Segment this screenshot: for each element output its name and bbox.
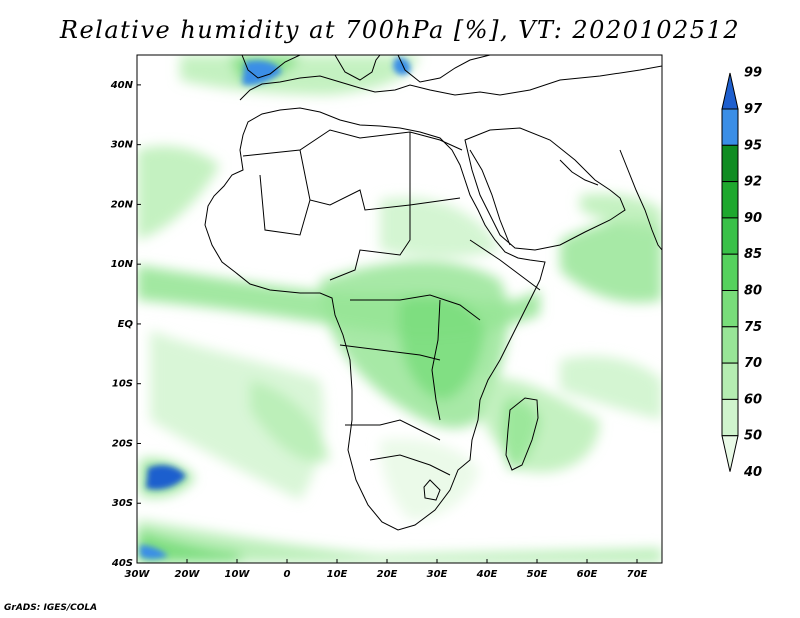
- lon-label: 70E: [627, 569, 648, 580]
- colorbar-swatch: [721, 253, 739, 291]
- lat-label: 10S: [112, 379, 133, 390]
- colorbar-label: 75: [744, 320, 762, 335]
- humidity-field: [137, 55, 662, 563]
- lat-label: 10N: [111, 259, 134, 270]
- colorbar-swatch: [721, 108, 739, 146]
- colorbar-label: 60: [744, 392, 762, 407]
- colorbar-label: 70: [744, 356, 762, 371]
- colorbar-label: 85: [744, 247, 762, 262]
- lon-label: 30E: [427, 569, 448, 580]
- lon-label: 40E: [476, 569, 498, 580]
- colorbar-label: 80: [744, 284, 762, 299]
- colorbar-swatch: [721, 290, 739, 328]
- colorbar-label: 95: [744, 138, 762, 153]
- colorbar-label: 92: [744, 175, 762, 190]
- plot-frame: [136, 54, 663, 564]
- colorbar-swatch: [721, 326, 739, 364]
- latitude-labels: 40N 30N 20N 10N EQ 10S 20S 30S 40S: [110, 80, 141, 569]
- lon-label: 0: [284, 569, 291, 580]
- lat-label: 40N: [110, 80, 134, 91]
- lon-label: 20W: [175, 569, 201, 580]
- colorbar-swatch: [721, 181, 739, 219]
- map-title: Relative humidity at 700hPa [%], VT: 202…: [59, 16, 741, 44]
- colorbar-bottom-arrow: [721, 435, 739, 472]
- colorbar-swatch: [721, 144, 739, 183]
- lon-label: 10W: [225, 569, 251, 580]
- lat-label: 30S: [112, 498, 133, 509]
- lon-label: 50E: [527, 569, 548, 580]
- lon-label: 60E: [577, 569, 598, 580]
- lat-label: 20N: [111, 199, 134, 210]
- colorbar: 99 97 95 92 90 85 80 75 70 60 50 40: [721, 66, 763, 480]
- lat-label: 20S: [112, 438, 133, 449]
- colorbar-swatch: [721, 217, 739, 255]
- lat-label: 40S: [111, 558, 133, 569]
- colorbar-label: 50: [744, 429, 762, 444]
- colorbar-label: 97: [744, 102, 763, 117]
- credit-text: GrADS: IGES/COLA: [4, 603, 98, 613]
- colorbar-label: 90: [744, 211, 762, 226]
- lon-label: 30W: [125, 569, 151, 580]
- longitude-labels: 30W 20W 10W 0 10E 20E 30E 40E 50E 60E 70E: [125, 559, 648, 580]
- colorbar-swatch: [721, 362, 739, 400]
- colorbar-swatch: [721, 398, 739, 437]
- colorbar-label: 99: [744, 66, 762, 81]
- colorbar-top-arrow: [721, 72, 739, 110]
- lon-label: 20E: [377, 569, 398, 580]
- coastlines: [204, 55, 662, 531]
- lon-label: 10E: [327, 569, 348, 580]
- lat-label: EQ: [118, 319, 134, 330]
- lat-label: 30N: [111, 140, 134, 151]
- colorbar-label: 40: [743, 465, 762, 480]
